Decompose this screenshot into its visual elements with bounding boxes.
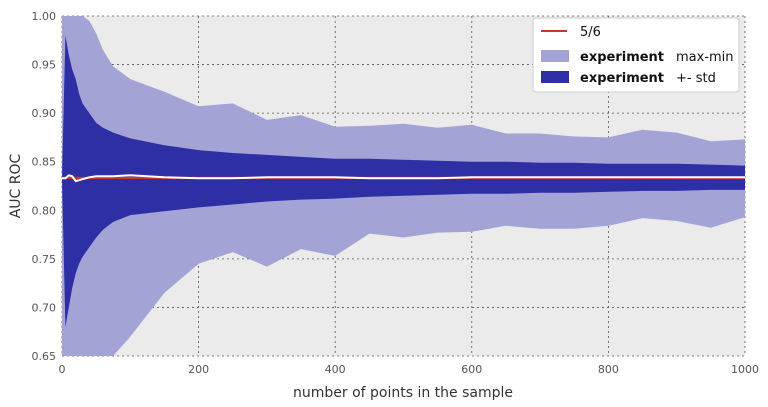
std-band (62, 35, 745, 327)
x-tick-label: 1000 (731, 363, 759, 376)
y-tick-label: 0.80 (32, 204, 57, 217)
x-axis-ticks: 0 200 400 600 800 1000 (59, 363, 760, 376)
legend-label-reference: 5/6 (580, 25, 601, 40)
y-tick-label: 0.65 (32, 350, 57, 363)
x-axis-title: number of points in the sample (293, 385, 513, 401)
y-tick-label: 0.70 (32, 301, 57, 314)
y-axis-ticks: 0.65 0.70 0.75 0.80 0.85 0.90 0.95 1.00 (32, 10, 57, 363)
y-tick-label: 1.00 (32, 10, 57, 23)
y-tick-label: 0.75 (32, 253, 57, 266)
legend-swatch-std (541, 71, 569, 83)
x-tick-label: 0 (59, 363, 66, 376)
x-tick-label: 800 (598, 363, 619, 376)
legend: 5/6 experiment max-min experiment +- std (532, 17, 740, 93)
legend-extra-std: +- std (676, 71, 716, 86)
y-tick-label: 0.85 (32, 156, 57, 169)
mean-line (62, 174, 745, 183)
y-axis-title: AUC ROC (8, 153, 24, 218)
x-tick-label: 400 (325, 363, 346, 376)
legend-label-max-min: experiment (580, 50, 664, 65)
y-tick-label: 0.95 (32, 59, 57, 72)
x-tick-label: 600 (461, 363, 482, 376)
legend-box (532, 17, 740, 93)
legend-label-std: experiment (580, 71, 664, 86)
x-tick-label: 200 (188, 363, 209, 376)
legend-extra-max-min: max-min (676, 50, 734, 65)
legend-swatch-max-min (541, 50, 569, 62)
y-tick-label: 0.90 (32, 107, 57, 120)
